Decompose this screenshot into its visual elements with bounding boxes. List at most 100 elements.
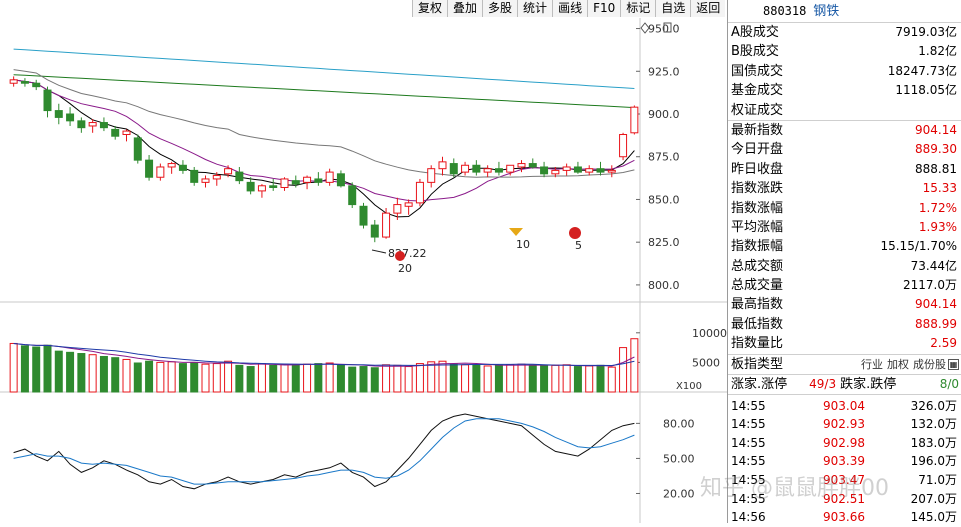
quotes-label: 总成交量	[731, 278, 784, 294]
volume-bar	[607, 366, 616, 393]
volume-bar	[88, 354, 97, 393]
constituents-tab[interactable]: 成份股	[913, 357, 946, 371]
candle-body	[517, 163, 526, 168]
volume-bar	[336, 364, 345, 393]
industry-tab[interactable]: 行业	[861, 357, 883, 371]
toolbar-f10-button[interactable]: F10	[587, 0, 621, 17]
price-tick-label: 800.0	[648, 279, 680, 292]
stats-label: 权证成交	[731, 102, 784, 118]
quotes-label: 最高指数	[731, 297, 784, 313]
candle-body	[167, 163, 176, 168]
stats-label: A股成交	[731, 25, 779, 40]
volume-bar	[314, 363, 323, 393]
quotes-label: 指数涨跌	[731, 181, 784, 197]
candle-body	[472, 164, 481, 173]
stock-name[interactable]: 钢铁	[813, 4, 840, 19]
marker-ball-icon	[569, 227, 581, 239]
volume-bar	[562, 364, 571, 393]
volume-bar	[66, 351, 75, 393]
candle-body	[630, 106, 639, 134]
stats-label: B股成交	[731, 44, 779, 60]
tick-row: 14:55 902.93 132.0万	[728, 415, 961, 434]
down-value: 8/0	[939, 376, 959, 391]
quotes-label: 最低指数	[731, 316, 784, 332]
volume-bar	[246, 366, 255, 393]
quotes-row: 今日开盘 889.30	[728, 140, 961, 159]
quotes-row: 指数振幅 15.15/1.70%	[728, 237, 961, 256]
candle-body	[291, 180, 300, 185]
toolbar-overlay-button[interactable]: 叠加	[447, 0, 483, 17]
weighted-tab[interactable]: 加权	[887, 357, 909, 371]
tick-price: 903.47	[823, 473, 865, 488]
quotes-value: 1.72%	[918, 200, 957, 215]
candle-body	[461, 164, 470, 173]
volume-bar	[472, 364, 481, 393]
index-type-row: 板指类型 行业 加权 成份股 ▦	[728, 353, 961, 374]
toolbar-draw-line-button[interactable]: 画线	[552, 0, 588, 17]
volume-bar	[393, 364, 402, 393]
toolbar-back-button[interactable]: 返回	[690, 0, 726, 17]
price-tick-label: 900.0	[648, 108, 680, 121]
candle-body	[145, 159, 154, 178]
candle-body	[619, 134, 628, 158]
volume-bar	[359, 366, 368, 393]
quotes-label: 指数涨幅	[731, 200, 784, 216]
candle-body	[156, 166, 165, 178]
volume-bar	[540, 365, 549, 393]
candle-body	[122, 130, 131, 136]
price-tick-label: 825.0	[648, 236, 680, 249]
kline-chart[interactable]: 950.0925.0900.0875.0850.0825.0800.0827.2…	[0, 0, 727, 523]
candle-body	[359, 205, 368, 226]
volume-ma10-line	[13, 343, 635, 367]
volume-bar	[370, 367, 379, 393]
candle-body	[325, 171, 334, 183]
kdj-tick-label: 50.00	[663, 452, 695, 465]
volume-bar	[20, 345, 29, 393]
stock-header: 880318 钢铁	[728, 0, 961, 23]
stats-row: B股成交 1.82亿	[728, 42, 961, 61]
up-value: 49/3	[809, 376, 837, 391]
toolbar-watchlist-button[interactable]: 自选	[655, 0, 691, 17]
quotes-value: 2.59	[930, 336, 957, 351]
quotes-label: 指数量比	[731, 336, 784, 352]
tick-price: 903.39	[823, 454, 865, 469]
marker-red-icon	[395, 251, 405, 261]
candle-body	[88, 122, 97, 127]
stock-code: 880318	[763, 4, 807, 18]
stats-label: 基金成交	[731, 83, 784, 99]
tick-row: 14:55 902.98 183.0万	[728, 434, 961, 453]
toolbar-mark-button[interactable]: 标记	[620, 0, 656, 17]
quotes-label: 今日开盘	[731, 142, 784, 158]
candle-body	[212, 175, 221, 180]
stats-row: 基金成交 1118.05亿	[728, 81, 961, 100]
quotes-label: 指数振幅	[731, 239, 784, 255]
quotes-row: 总成交量 2117.0万	[728, 276, 961, 295]
volume-tick-label: 5000	[692, 356, 720, 369]
grid-icon[interactable]: ▦	[948, 358, 959, 370]
toolbar-restore-rights-button[interactable]: 复权	[412, 0, 448, 17]
candle-body	[235, 171, 244, 182]
stats-row: A股成交 7919.03亿	[728, 23, 961, 42]
volume-bar	[438, 360, 447, 393]
quotes-value: 904.14	[915, 122, 957, 137]
candle-body	[257, 185, 266, 192]
volume-bar	[280, 363, 289, 393]
volume-bar	[111, 357, 120, 393]
candle-body	[314, 178, 323, 183]
stats-value: 18247.73亿	[887, 63, 957, 78]
kdj-tick-label: 80.00	[663, 417, 695, 430]
toolbar-statistics-button[interactable]: 统计	[517, 0, 553, 17]
volume-bar	[235, 364, 244, 393]
candle-body	[370, 224, 379, 238]
tick-time: 14:55	[731, 491, 766, 506]
ma30-line	[13, 69, 635, 178]
volume-bar	[201, 363, 210, 393]
candle-body	[506, 164, 515, 173]
volume-bar	[257, 363, 266, 393]
tick-volume: 183.0万	[910, 435, 957, 450]
candle-body	[336, 173, 345, 187]
toolbar-multi-stock-button[interactable]: 多股	[482, 0, 518, 17]
quotes-value: 888.99	[915, 316, 957, 331]
volume-bar	[133, 362, 142, 393]
price-tick-label: 850.0	[648, 193, 680, 206]
